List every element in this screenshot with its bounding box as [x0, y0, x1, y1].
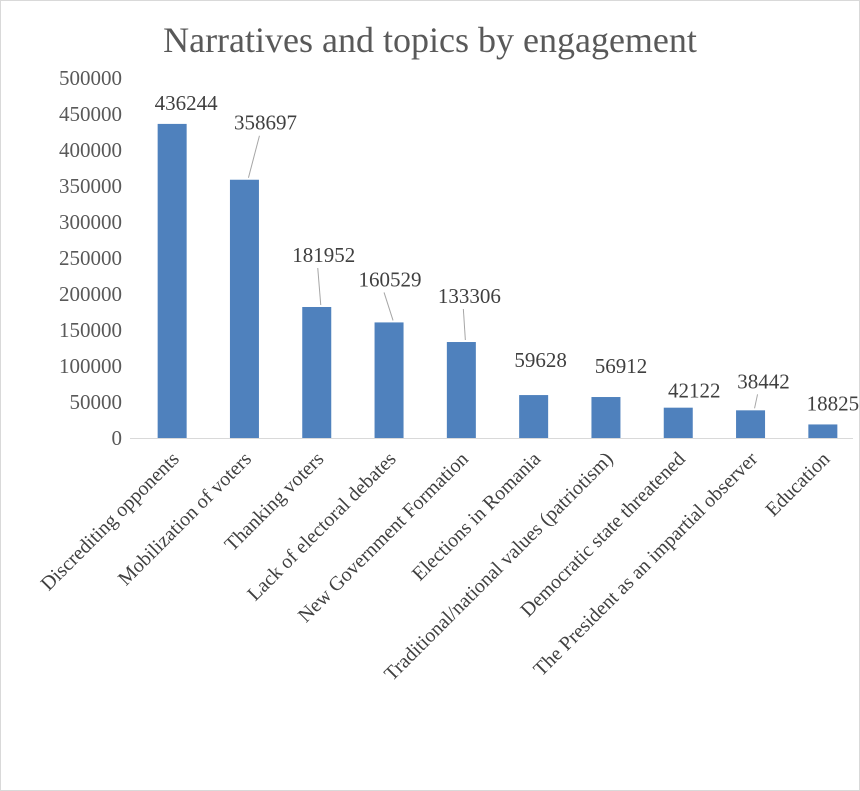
- bar: [446, 342, 476, 438]
- y-tick-label: 100000: [59, 354, 122, 378]
- bar: [374, 322, 404, 438]
- bars: [157, 123, 838, 438]
- category-label: Elections in Romania: [408, 448, 545, 585]
- category-label: Lack of electoral debates: [243, 448, 400, 605]
- leader-line: [247, 135, 260, 178]
- y-tick-label: 350000: [59, 174, 122, 198]
- data-label-leaders: [247, 135, 759, 409]
- y-tick-label: 250000: [59, 246, 122, 270]
- y-tick-label: 150000: [59, 318, 122, 342]
- y-tick-label: 400000: [59, 138, 122, 162]
- bar: [229, 179, 259, 438]
- data-label: 160529: [359, 267, 422, 291]
- y-tick-label: 200000: [59, 282, 122, 306]
- bar: [302, 306, 332, 438]
- y-tick-label: 0: [112, 426, 123, 450]
- y-axis: 0 50000 100000 150000 200000 250000 300000 3500…: [59, 66, 122, 450]
- leader-line: [462, 308, 466, 341]
- data-label: 181952: [292, 243, 355, 267]
- data-label: 133306: [438, 284, 501, 308]
- data-label: 38442: [737, 369, 790, 393]
- y-tick-label: 450000: [59, 102, 122, 126]
- category-label: Education: [761, 448, 834, 521]
- y-tick-label: 50000: [70, 390, 123, 414]
- y-tick-label: 300000: [59, 210, 122, 234]
- data-label: 42122: [668, 379, 721, 403]
- bar: [663, 407, 693, 438]
- bar: [519, 395, 549, 438]
- category-label: Mobilization of voters: [114, 448, 256, 590]
- chart-title: Narratives and topics by engagement: [163, 20, 697, 60]
- bar: [591, 397, 621, 438]
- data-label: 59628: [514, 348, 567, 372]
- data-label: 56912: [595, 354, 648, 378]
- bar: [157, 123, 187, 438]
- bar: [808, 424, 838, 438]
- data-label: 436244: [155, 91, 219, 115]
- leader-line: [383, 292, 394, 321]
- leader-line: [317, 267, 322, 306]
- category-label: Discrediting opponents: [37, 448, 184, 595]
- data-label: 18825: [807, 391, 860, 415]
- data-label: 358697: [234, 111, 297, 135]
- leader-line: [754, 394, 759, 409]
- y-tick-label: 500000: [59, 66, 122, 90]
- bar: [736, 410, 766, 438]
